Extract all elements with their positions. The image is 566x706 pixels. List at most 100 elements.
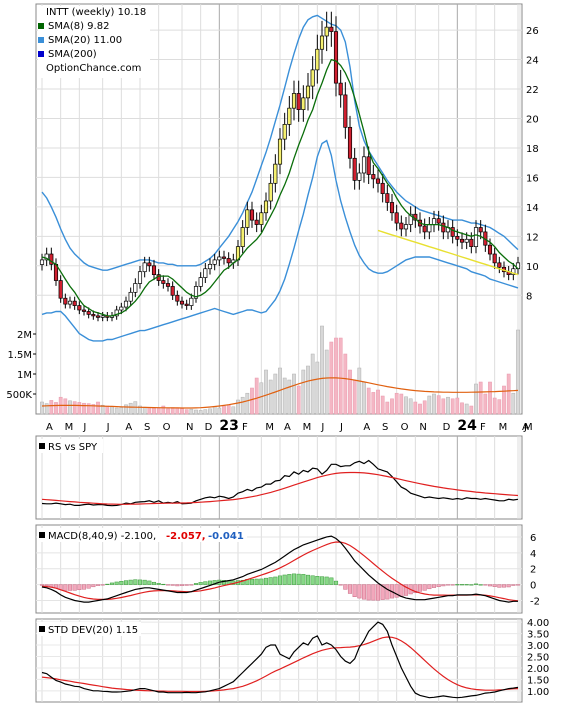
std-tick-label: 4.00	[527, 618, 549, 629]
macd-histogram-bar	[123, 580, 129, 585]
volume-bar	[54, 402, 58, 415]
volume-bar	[110, 406, 114, 415]
x-tick-label: J	[320, 422, 324, 433]
std-y-axis: 1.001.502.002.503.003.504.00	[527, 618, 549, 698]
macd-histogram-bar	[436, 584, 441, 587]
macd-lines	[41, 535, 519, 603]
macd-histogram-bar	[403, 584, 409, 596]
macd-histogram-bar	[165, 584, 171, 586]
volume-bar	[506, 373, 511, 415]
macd-histogram-bar	[310, 575, 315, 585]
macd-histogram-bar	[119, 581, 124, 585]
volume-bar	[334, 337, 338, 415]
legend-swatch	[38, 37, 44, 43]
candle-body	[240, 227, 245, 248]
macd-histogram-bar	[445, 584, 451, 586]
volume-bar	[427, 395, 432, 415]
candle-body	[277, 138, 283, 165]
volume-bar	[343, 353, 348, 415]
x-tick-label: M	[499, 422, 508, 433]
macd-histogram-bar	[301, 574, 306, 585]
volume-bar	[376, 389, 380, 415]
candle-body	[469, 238, 474, 248]
volume-bar	[371, 392, 376, 415]
macd-histogram-bar	[343, 584, 348, 590]
candle-body	[310, 69, 315, 87]
volume-bar	[483, 393, 488, 415]
legend-entry: SMA(20) 11.00	[48, 35, 122, 46]
x-tick-label: D	[443, 422, 451, 433]
candle-body	[245, 209, 250, 228]
candle-body	[249, 209, 255, 221]
legend-entry: SMA(200)	[48, 49, 97, 60]
std-label-swatch	[39, 626, 45, 632]
volume-bar	[114, 407, 119, 415]
volume-bar	[208, 408, 212, 415]
volume-bar	[72, 401, 77, 415]
candle-body	[133, 283, 138, 293]
macd-signal-value: -2.057,	[166, 531, 206, 542]
volume-bar	[390, 398, 394, 415]
candle-body	[142, 262, 147, 273]
candle-body	[301, 97, 306, 110]
macd-histogram-bar	[193, 583, 199, 585]
rs-average-line	[41, 471, 519, 505]
candle-body	[319, 35, 325, 50]
macd-tick-label: 2	[530, 565, 536, 576]
candle-body	[371, 174, 376, 180]
price-candles	[39, 11, 521, 322]
macd-histogram-bar	[333, 580, 339, 585]
candle-body	[128, 291, 133, 302]
volume-bar	[119, 407, 124, 415]
volume-bar	[399, 393, 404, 415]
candle-body	[137, 271, 143, 284]
macd-histogram-bar	[263, 577, 269, 585]
candle-body	[212, 259, 217, 265]
candle-body	[170, 286, 175, 296]
macd-histogram-bar	[203, 581, 208, 585]
volume-bar	[488, 381, 492, 415]
x-tick-label: S	[144, 422, 150, 433]
price-tick-label: 20	[526, 114, 539, 125]
candle-body	[268, 182, 273, 202]
macd-histogram-bar	[455, 584, 460, 586]
volume-bar	[63, 398, 68, 415]
volume-bar	[436, 395, 441, 415]
volume-bar	[464, 403, 469, 415]
volume-bar	[404, 396, 408, 415]
volume-bar	[198, 410, 203, 415]
macd-histogram-bar	[371, 584, 376, 601]
macd-signal-line	[41, 541, 519, 602]
volume-bar	[292, 373, 296, 415]
macd-histogram-bar	[109, 582, 115, 585]
candle-body	[492, 253, 497, 264]
macd-histogram-bar	[515, 584, 521, 586]
macd-histogram-bar	[198, 582, 203, 585]
volume-bar	[422, 400, 427, 415]
macd-histogram-bar	[282, 574, 287, 585]
macd-histogram-bar	[478, 584, 483, 586]
macd-histogram-bar	[319, 576, 325, 585]
volume-bar	[217, 407, 222, 415]
volume-bar	[497, 399, 502, 415]
x-tick-label: D	[205, 422, 213, 433]
x-tick-label: J	[523, 422, 527, 433]
candle-body	[207, 263, 213, 270]
x-tick-label: J	[106, 422, 110, 433]
macd-histogram-bar	[501, 584, 507, 588]
macd-histogram-bar	[324, 576, 329, 585]
volume-bar	[161, 405, 166, 415]
macd-histogram-bar	[277, 575, 283, 585]
x-tick-label: O	[401, 422, 409, 433]
macd-label-swatch	[39, 532, 45, 538]
candle-body	[333, 31, 339, 84]
volume-bar	[250, 387, 254, 415]
price-tick-label: 16	[526, 173, 539, 184]
volume-bar	[40, 401, 44, 415]
price-y-axis: 8 10 12 14 16 18 20 22 24 26	[526, 26, 539, 302]
macd-histogram-bar	[221, 580, 227, 585]
volume-y-axis: 500K 1M 1.5M 2M	[6, 330, 36, 401]
candle-body	[459, 238, 465, 243]
price-legend: INTT (weekly) 10.18 SMA(8) 9.82 SMA(20) 11…	[38, 6, 150, 78]
volume-bar	[460, 402, 464, 415]
